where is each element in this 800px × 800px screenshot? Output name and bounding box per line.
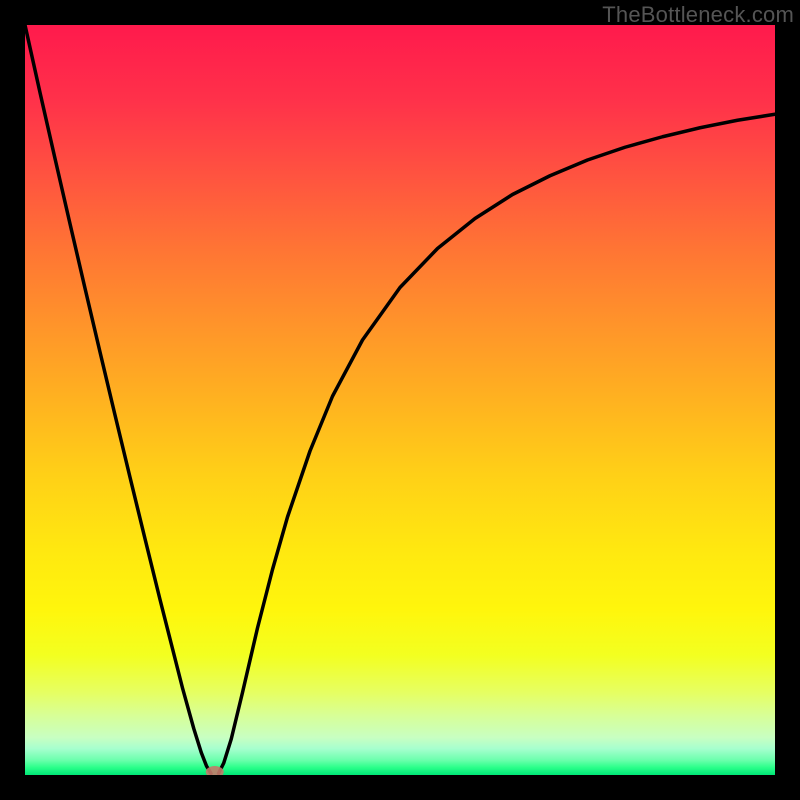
plot-area [25,25,775,775]
chart-svg [25,25,775,775]
chart-frame: TheBottleneck.com [0,0,800,800]
watermark-text: TheBottleneck.com [602,2,794,28]
